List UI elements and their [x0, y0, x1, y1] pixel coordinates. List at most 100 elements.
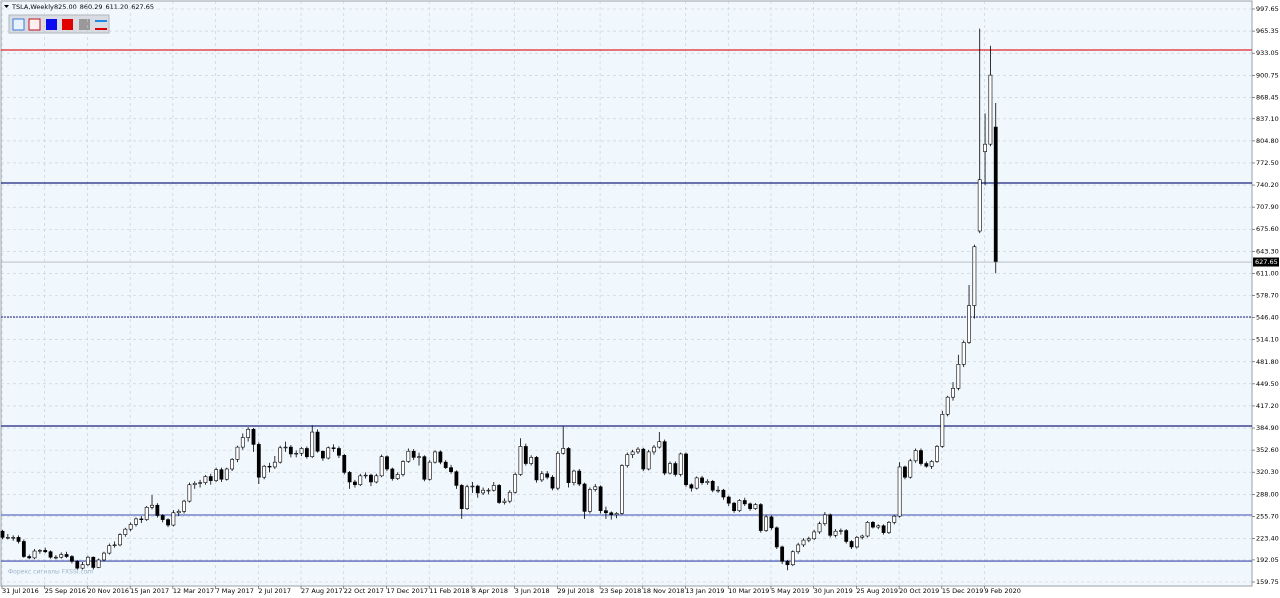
candle-body [486, 489, 491, 492]
candle-body [988, 74, 993, 145]
y-tick-label: 223.40 [1256, 534, 1279, 542]
tool-button[interactable] [28, 18, 41, 31]
candle-body [278, 447, 283, 463]
menu-arrow[interactable] [4, 5, 9, 8]
ohlc-value: 627.65 [131, 3, 154, 11]
candle-body [716, 489, 720, 492]
candle-body [780, 546, 785, 562]
tool-button[interactable] [46, 19, 57, 30]
x-tick-label: 7 May 2017 [216, 587, 254, 595]
candle-body [961, 342, 966, 365]
candle-body [256, 444, 261, 478]
candle-body [571, 470, 576, 483]
x-tick-label: 10 Mar 2019 [728, 587, 769, 595]
x-tick-label: 23 Sep 2018 [600, 587, 641, 595]
candle-body [369, 474, 373, 483]
candle-body [288, 446, 293, 455]
candle-body [203, 476, 208, 483]
candle-body [908, 460, 913, 478]
candle-body [379, 456, 384, 477]
candle-body [192, 483, 197, 486]
candle-body [523, 446, 528, 464]
candle-body [620, 465, 624, 514]
candle-body [16, 537, 21, 542]
candle-body [155, 504, 160, 516]
y-tick-label: 740.20 [1256, 181, 1279, 189]
candle-body [433, 451, 437, 463]
candle-body [64, 554, 69, 557]
candle-body [166, 519, 170, 526]
candle-body [53, 556, 58, 559]
price-tag [1253, 257, 1279, 267]
candle-body [411, 450, 416, 458]
candle-body [748, 503, 753, 509]
ohlc-value: 825.00 [54, 3, 77, 11]
candle-body [294, 452, 299, 455]
candle-body [251, 429, 256, 445]
candle-body [214, 469, 219, 481]
candle-body [529, 457, 534, 464]
candle-body [32, 550, 37, 559]
candle-body [940, 413, 945, 447]
y-tick-label: 320.30 [1256, 468, 1279, 476]
candle-body [604, 510, 608, 514]
candle-body [854, 537, 859, 548]
candle-body [422, 456, 427, 480]
candle-body [230, 459, 235, 470]
candle-body [881, 525, 886, 533]
tool-button[interactable] [79, 19, 90, 30]
candle-body [262, 465, 267, 478]
tool-button[interactable] [12, 18, 25, 31]
y-tick-label: 255.70 [1256, 512, 1279, 520]
candle-body [304, 448, 309, 457]
x-tick-label: 3 Jun 2018 [515, 587, 550, 595]
candle-body [796, 544, 801, 553]
candle-body [822, 514, 827, 525]
candle-body [689, 484, 694, 489]
candle-body [972, 246, 977, 306]
candle-body [758, 504, 763, 531]
candle-body [347, 472, 352, 483]
candle-body [246, 429, 251, 438]
candle-body [956, 364, 961, 389]
candle-body [139, 518, 144, 521]
symbol: TSLA,Weekly [11, 3, 54, 11]
candle-body [395, 474, 400, 479]
candle-body [198, 482, 202, 484]
candle-body [983, 143, 987, 152]
candle-body [790, 551, 795, 566]
tool-button[interactable] [62, 19, 73, 30]
x-tick-label: 25 Sep 2016 [45, 587, 86, 595]
candle-body [785, 561, 790, 566]
y-tick-label: 997.65 [1256, 5, 1279, 13]
candle-body [43, 550, 48, 553]
candle-body [913, 450, 918, 462]
candle-body [315, 431, 320, 452]
candle-body [123, 528, 128, 535]
x-tick-label: 15 Dec 2019 [942, 587, 984, 595]
candle-body [443, 461, 448, 468]
candle-body [326, 447, 331, 459]
y-tick-label: 288.00 [1256, 490, 1279, 498]
candle-body [91, 556, 96, 568]
y-tick-label: 384.90 [1256, 424, 1279, 432]
candle-body [406, 450, 411, 462]
y-tick-label: 643.30 [1256, 247, 1279, 255]
candle-body [385, 456, 389, 470]
candle-body [128, 524, 133, 530]
candle-body [417, 456, 421, 458]
candle-body [876, 525, 881, 528]
candle-body [337, 448, 341, 456]
candle-body [860, 535, 865, 538]
candle-body [5, 537, 10, 539]
candle-body [700, 477, 704, 483]
candle-body [235, 446, 240, 460]
x-tick-label: 12 Mar 2017 [173, 587, 214, 595]
x-tick-label: 27 Aug 2017 [301, 587, 343, 595]
x-tick-label: 9 Feb 2020 [985, 587, 1021, 595]
ohlc-value: 860.29 [80, 3, 103, 11]
candle-body [737, 500, 742, 512]
candle-body [710, 481, 715, 491]
ohlc-value: 611.20 [106, 3, 129, 11]
